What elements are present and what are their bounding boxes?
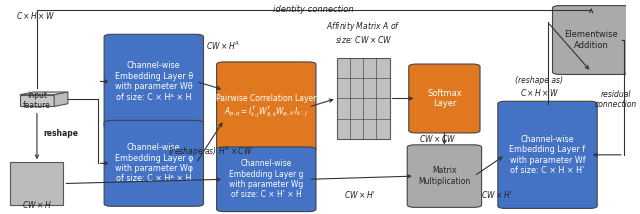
Bar bbox=[337, 58, 390, 139]
FancyBboxPatch shape bbox=[498, 101, 597, 208]
Text: Channel-wise
Embedding Layer θ
with parameter Wθ
of size: C × Hᴬ × H: Channel-wise Embedding Layer θ with para… bbox=[115, 61, 193, 102]
Text: $C \times H \times W$: $C \times H \times W$ bbox=[16, 10, 56, 21]
Text: Pairwise Correlation Layer
$A_{p,q}=I^T_{k,j}W^T_{θ,k}W_{φ,k'}I_{k',j'}$: Pairwise Correlation Layer $A_{p,q}=I^T_… bbox=[216, 94, 316, 120]
Bar bbox=[10, 162, 63, 205]
Text: Channel-wise
Embedding Layer f
with parameter Wf
of size: C × H × H': Channel-wise Embedding Layer f with para… bbox=[509, 135, 586, 175]
Text: input
feature: input feature bbox=[23, 91, 51, 110]
Text: (reshape as)
$C \times H \times W$: (reshape as) $C \times H \times W$ bbox=[515, 76, 563, 98]
Text: $CW \times H'$: $CW \times H'$ bbox=[344, 189, 376, 200]
FancyBboxPatch shape bbox=[409, 64, 480, 133]
Text: Softmax
Layer: Softmax Layer bbox=[427, 89, 462, 108]
FancyBboxPatch shape bbox=[552, 6, 630, 74]
FancyBboxPatch shape bbox=[104, 120, 204, 206]
Text: Elementwise
Addition: Elementwise Addition bbox=[564, 30, 618, 50]
Text: $CW \times H$: $CW \times H$ bbox=[22, 199, 52, 210]
Text: Channel-wise
Embedding Layer φ
with parameter Wφ
of size: C × Hᴬ × H: Channel-wise Embedding Layer φ with para… bbox=[115, 143, 193, 183]
Polygon shape bbox=[20, 95, 54, 107]
Text: $CW \times H^A$: $CW \times H^A$ bbox=[205, 39, 239, 52]
Polygon shape bbox=[54, 92, 68, 107]
Text: (reshape as) $H^A \times CW$: (reshape as) $H^A \times CW$ bbox=[168, 144, 253, 159]
Text: Channel-wise
Embedding Layer g
with parameter Wg
of size: C × H' × H: Channel-wise Embedding Layer g with para… bbox=[229, 159, 303, 199]
Text: Matrix
Multiplication: Matrix Multiplication bbox=[419, 166, 470, 186]
Polygon shape bbox=[20, 92, 68, 95]
Text: $CW \times H'$: $CW \times H'$ bbox=[481, 189, 513, 200]
Text: $CW \times CW$: $CW \times CW$ bbox=[419, 133, 457, 144]
FancyBboxPatch shape bbox=[216, 147, 316, 212]
Text: residual
connection: residual connection bbox=[595, 90, 637, 109]
FancyBboxPatch shape bbox=[104, 34, 204, 129]
FancyBboxPatch shape bbox=[407, 145, 481, 207]
Text: reshape: reshape bbox=[43, 129, 78, 138]
Text: identity connection: identity connection bbox=[273, 5, 353, 14]
Text: Affinity Matrix $A$ of
size: $CW \times CW$: Affinity Matrix $A$ of size: $CW \times … bbox=[326, 19, 401, 45]
FancyBboxPatch shape bbox=[216, 62, 316, 152]
